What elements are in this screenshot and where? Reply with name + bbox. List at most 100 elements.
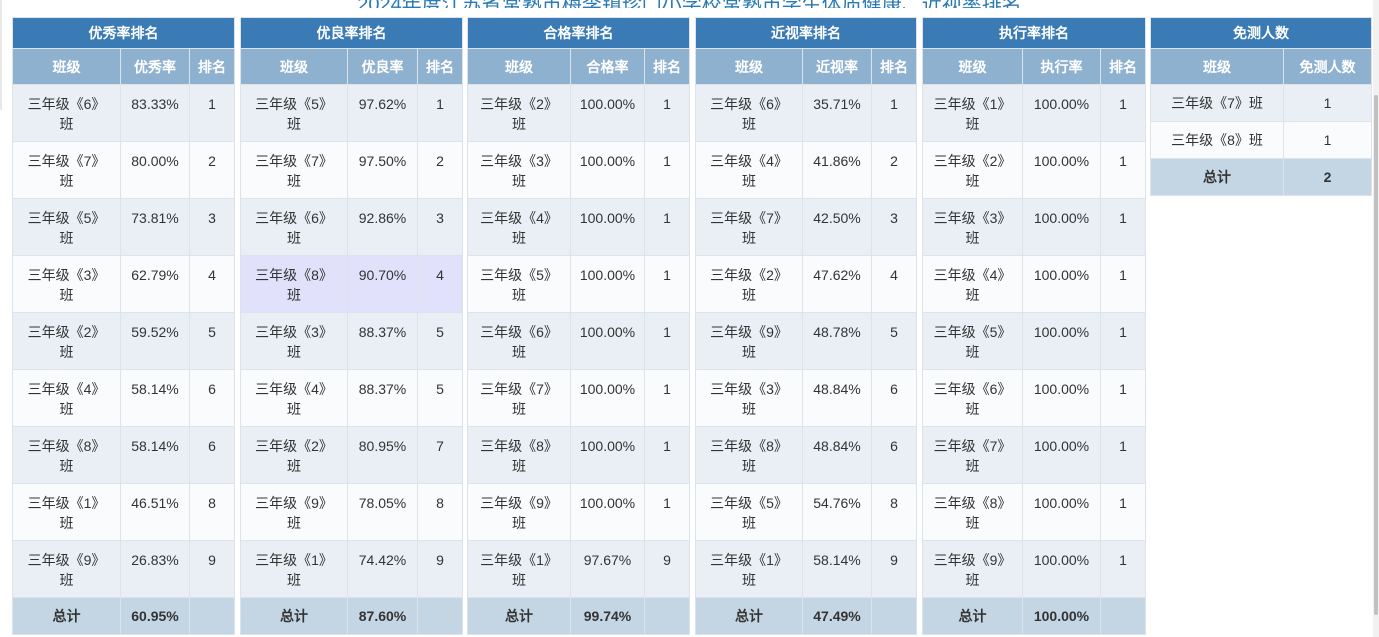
class-cell: 三年级《4》班 <box>467 198 571 256</box>
class-cell: 三年级《3》班 <box>240 312 348 370</box>
rate-cell: 48.84% <box>802 369 872 427</box>
total-rank-empty <box>189 597 235 635</box>
table-row: 三年级《5》班 73.81% 3 <box>12 198 235 256</box>
rate-cell: 58.14% <box>120 369 190 427</box>
rate-cell: 48.78% <box>802 312 872 370</box>
table-row: 三年级《7》班 100.00% 1 <box>467 369 690 427</box>
myopia-rate-ranking-table: 近视率排名 班级 近视率 排名 三年级《6》班 35.71% 1 三年级《4》班 41… <box>695 17 917 635</box>
rank-cell: 1 <box>1100 483 1146 541</box>
column-header-class[interactable]: 班级 <box>12 48 121 85</box>
rank-cell: 9 <box>417 540 463 598</box>
table-row: 三年级《2》班 59.52% 5 <box>12 312 235 370</box>
table-row: 三年级《4》班 100.00% 1 <box>467 198 690 256</box>
class-cell: 三年级《6》班 <box>695 84 803 142</box>
table-row: 三年级《6》班 92.86% 3 <box>240 198 463 256</box>
rank-cell: 5 <box>417 369 463 427</box>
column-header-rank[interactable]: 排名 <box>1100 48 1146 85</box>
vertical-scrollbar-thumb[interactable] <box>1374 95 1378 615</box>
rank-cell: 8 <box>417 483 463 541</box>
table-title: 近视率排名 <box>695 17 917 49</box>
rate-cell: 80.95% <box>347 426 418 484</box>
class-cell: 三年级《1》班 <box>240 540 348 598</box>
rate-cell: 83.33% <box>120 84 190 142</box>
column-header-rank[interactable]: 排名 <box>871 48 917 85</box>
rate-cell: 58.14% <box>802 540 872 598</box>
rank-cell: 1 <box>1100 84 1146 142</box>
column-header-class[interactable]: 班级 <box>467 48 571 85</box>
total-label: 总计 <box>240 597 348 635</box>
rate-cell: 42.50% <box>802 198 872 256</box>
rate-cell: 100.00% <box>1022 141 1101 199</box>
class-cell: 三年级《5》班 <box>240 84 348 142</box>
rank-cell: 1 <box>644 369 690 427</box>
rate-cell: 100.00% <box>1022 255 1101 313</box>
table-row: 三年级《7》班 80.00% 2 <box>12 141 235 199</box>
class-cell: 三年级《9》班 <box>240 483 348 541</box>
rank-cell: 1 <box>1100 426 1146 484</box>
column-header-class[interactable]: 班级 <box>240 48 348 85</box>
class-cell: 三年级《7》班 <box>695 198 803 256</box>
column-header-class[interactable]: 班级 <box>1150 48 1284 85</box>
rank-cell: 1 <box>1100 198 1146 256</box>
class-cell: 三年级《4》班 <box>240 369 348 427</box>
rate-cell: 88.37% <box>347 369 418 427</box>
column-header-rate[interactable]: 优秀率 <box>120 48 190 85</box>
column-header-class[interactable]: 班级 <box>695 48 803 85</box>
column-header-rate[interactable]: 合格率 <box>570 48 645 85</box>
rate-cell: 78.05% <box>347 483 418 541</box>
table-row: 三年级《7》班 42.50% 3 <box>695 198 917 256</box>
column-header-rate[interactable]: 优良率 <box>347 48 418 85</box>
table-row: 三年级《3》班 62.79% 4 <box>12 255 235 313</box>
total-rank-empty <box>871 597 917 635</box>
table-row: 三年级《4》班 88.37% 5 <box>240 369 463 427</box>
table-row: 三年级《3》班 48.84% 6 <box>695 369 917 427</box>
column-header-rank[interactable]: 排名 <box>644 48 690 85</box>
class-cell: 三年级《6》班 <box>240 198 348 256</box>
count-cell: 1 <box>1283 121 1372 159</box>
total-label: 总计 <box>1150 158 1284 196</box>
rank-cell: 1 <box>644 141 690 199</box>
rank-cell: 5 <box>871 312 917 370</box>
rank-cell: 8 <box>871 483 917 541</box>
column-header-class[interactable]: 班级 <box>922 48 1023 85</box>
total-count: 2 <box>1283 158 1372 196</box>
rank-cell: 1 <box>417 84 463 142</box>
table-row: 三年级《9》班 78.05% 8 <box>240 483 463 541</box>
total-label: 总计 <box>467 597 571 635</box>
table-row: 三年级《1》班 100.00% 1 <box>922 84 1146 142</box>
rank-cell: 2 <box>417 141 463 199</box>
rank-cell: 1 <box>189 84 235 142</box>
rank-cell: 7 <box>417 426 463 484</box>
rate-cell: 88.37% <box>347 312 418 370</box>
table-row: 三年级《3》班 100.00% 1 <box>467 141 690 199</box>
rate-cell: 48.84% <box>802 426 872 484</box>
rate-cell: 100.00% <box>570 312 645 370</box>
column-header-rate[interactable]: 近视率 <box>802 48 872 85</box>
class-cell: 三年级《9》班 <box>695 312 803 370</box>
column-header-rank[interactable]: 排名 <box>417 48 463 85</box>
rate-cell: 100.00% <box>1022 84 1101 142</box>
class-cell: 三年级《3》班 <box>695 369 803 427</box>
rank-cell: 1 <box>1100 141 1146 199</box>
rank-cell: 3 <box>871 198 917 256</box>
table-row: 三年级《4》班 58.14% 6 <box>12 369 235 427</box>
rank-cell: 1 <box>644 198 690 256</box>
column-header-count[interactable]: 免测人数 <box>1283 48 1372 85</box>
class-cell: 三年级《8》班 <box>1150 121 1284 159</box>
table-row: 三年级《4》班 100.00% 1 <box>922 255 1146 313</box>
total-rate: 99.74% <box>570 597 645 635</box>
class-cell: 三年级《5》班 <box>467 255 571 313</box>
table-row: 三年级《2》班 100.00% 1 <box>922 141 1146 199</box>
total-rank-empty <box>1100 597 1146 635</box>
column-header-rate[interactable]: 执行率 <box>1022 48 1101 85</box>
total-label: 总计 <box>12 597 121 635</box>
table-row: 三年级《6》班 100.00% 1 <box>467 312 690 370</box>
rate-cell: 90.70% <box>347 255 418 313</box>
column-header-rank[interactable]: 排名 <box>189 48 235 85</box>
class-cell: 三年级《2》班 <box>922 141 1023 199</box>
table-row: 三年级《5》班 100.00% 1 <box>922 312 1146 370</box>
total-row: 总计 47.49% <box>695 597 917 635</box>
class-cell: 三年级《3》班 <box>12 255 121 313</box>
rate-cell: 62.79% <box>120 255 190 313</box>
highlighted-table-row[interactable]: 三年级《8》班 90.70% 4 <box>240 255 463 313</box>
